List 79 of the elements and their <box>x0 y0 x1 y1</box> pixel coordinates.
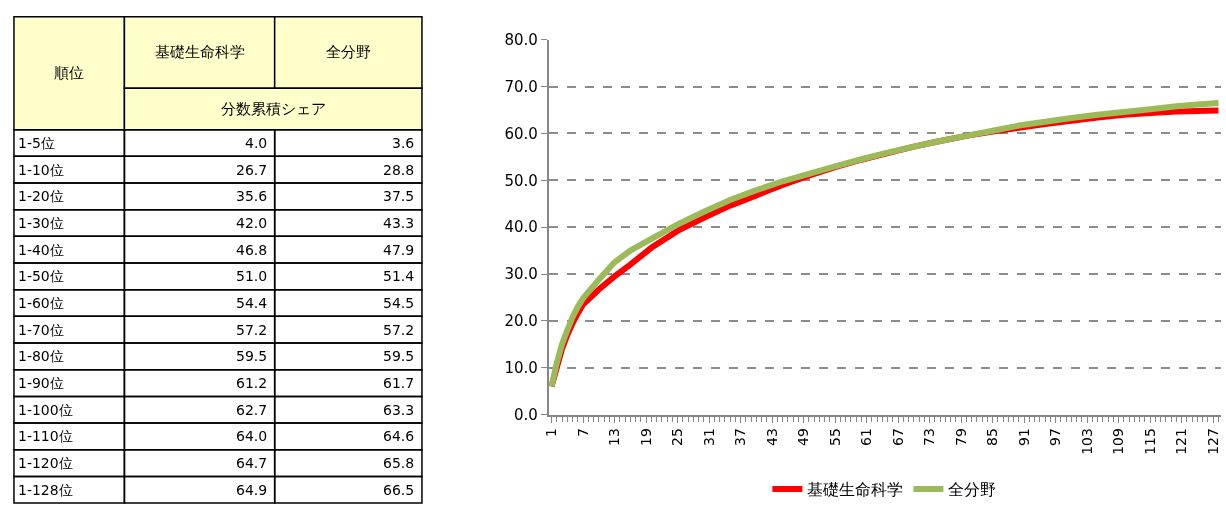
data-label: 42.0 <box>236 215 268 231</box>
category-label: 1-120位 <box>18 455 73 471</box>
data-label: 51.4 <box>383 268 415 284</box>
text: 基礎生命科学 <box>155 43 245 61</box>
data-label: 3.6 <box>392 135 415 151</box>
category-label: 1-50位 <box>18 268 64 284</box>
category-label: 1-70位 <box>18 322 64 338</box>
x-tick-label: 61 <box>858 428 875 446</box>
legend-label: 全分野 <box>948 480 997 500</box>
text: 分数累積シェア <box>221 100 326 118</box>
data-label: 59.5 <box>236 348 268 364</box>
data-label: 26.7 <box>236 162 268 178</box>
x-tick-label: 37 <box>732 428 749 446</box>
y-tick-label: 70.0 <box>504 77 538 96</box>
data-label: 61.2 <box>236 375 268 391</box>
y-tick-label: 80.0 <box>504 31 538 50</box>
category-label: 1-5位 <box>18 135 55 151</box>
y-tick-label: 50.0 <box>504 171 538 190</box>
x-tick-label: 85 <box>984 428 1001 446</box>
y-tick-label: 0.0 <box>514 405 538 424</box>
legend-label: 基礎生命科学 <box>807 480 904 500</box>
data-label: 54.5 <box>383 295 415 311</box>
x-tick-label: 121 <box>1173 428 1190 455</box>
x-tick-label: 79 <box>952 428 969 446</box>
y-tick-label: 30.0 <box>504 265 538 284</box>
category-label: 1-60位 <box>18 295 64 311</box>
data-label: 47.9 <box>383 242 415 258</box>
x-tick-label: 97 <box>1047 428 1064 446</box>
data-label: 64.6 <box>383 428 415 444</box>
x-tick-label: 49 <box>795 428 812 446</box>
x-tick-label: 73 <box>921 428 938 446</box>
data-label: 65.8 <box>383 455 415 471</box>
data-label: 57.2 <box>236 322 268 338</box>
data-label: 51.0 <box>236 268 268 284</box>
y-tick-label: 60.0 <box>504 124 538 143</box>
text: 全分野 <box>326 43 371 61</box>
x-tick-label: 1 <box>543 428 560 438</box>
category-label: 1-100位 <box>18 402 73 418</box>
data-label: 46.8 <box>236 242 268 258</box>
x-tick-label: 91 <box>1015 428 1032 446</box>
x-tick-label: 7 <box>574 428 591 438</box>
x-tick-label: 13 <box>606 428 623 446</box>
data-label: 54.4 <box>236 295 268 311</box>
category-label: 1-40位 <box>18 242 64 258</box>
data-label: 66.5 <box>383 482 415 498</box>
data-label: 64.9 <box>236 482 268 498</box>
category-label: 1-90位 <box>18 375 64 391</box>
text: 順位 <box>54 64 84 82</box>
data-label: 63.3 <box>383 402 415 418</box>
data-label: 61.7 <box>383 375 415 391</box>
category-label: 1-20位 <box>18 188 64 204</box>
data-label: 28.8 <box>383 162 415 178</box>
data-label: 35.6 <box>236 188 268 204</box>
category-label: 1-110位 <box>18 428 73 444</box>
data-label: 62.7 <box>236 402 268 418</box>
data-label: 37.5 <box>383 188 415 204</box>
category-label: 1-80位 <box>18 348 64 364</box>
data-label: 59.5 <box>383 348 415 364</box>
data-label: 64.7 <box>236 455 268 471</box>
x-tick-label: 109 <box>1110 428 1127 455</box>
category-label: 1-128位 <box>18 482 73 498</box>
x-tick-label: 55 <box>826 428 843 446</box>
x-tick-label: 31 <box>700 428 717 446</box>
category-label: 1-30位 <box>18 215 64 231</box>
y-tick-label: 40.0 <box>504 218 538 237</box>
x-tick-label: 67 <box>889 428 906 446</box>
x-tick-label: 115 <box>1141 428 1158 455</box>
x-tick-label: 25 <box>669 428 686 446</box>
data-label: 57.2 <box>383 322 415 338</box>
y-tick-label: 20.0 <box>504 312 538 331</box>
y-tick-label: 10.0 <box>504 358 538 377</box>
data-label: 64.0 <box>236 428 268 444</box>
x-tick-label: 43 <box>763 428 780 446</box>
category-label: 1-10位 <box>18 162 64 178</box>
x-tick-label: 19 <box>637 428 654 446</box>
data-label: 4.0 <box>245 135 268 151</box>
x-tick-label: 127 <box>1204 428 1221 455</box>
x-tick-label: 103 <box>1078 428 1095 455</box>
data-label: 43.3 <box>383 215 415 231</box>
